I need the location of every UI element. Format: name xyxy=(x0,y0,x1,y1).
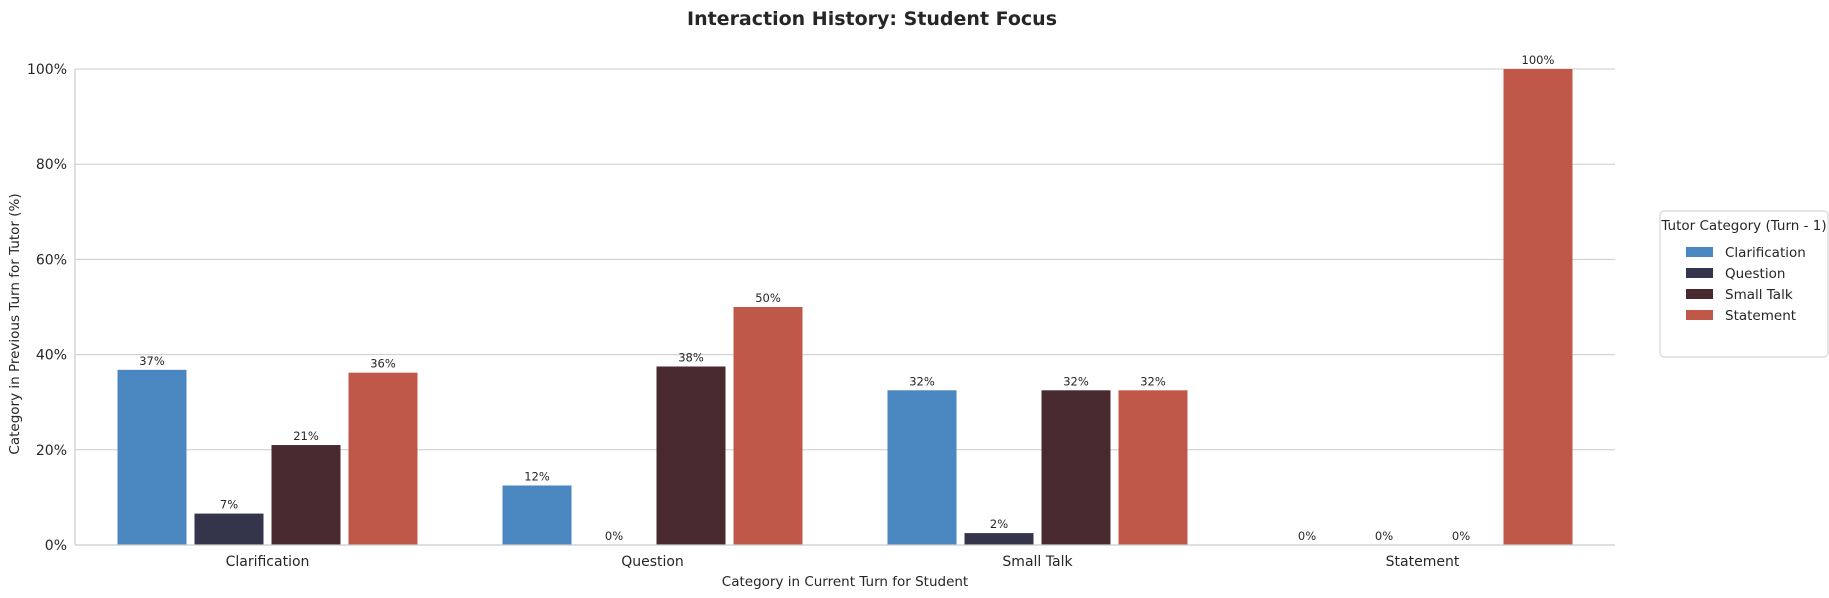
data-label: 38% xyxy=(678,351,704,365)
data-label: 32% xyxy=(1063,374,1089,388)
data-label: 0% xyxy=(1452,529,1470,543)
bar-clarification-small-talk xyxy=(271,445,341,545)
x-tick-label: Small Talk xyxy=(1002,554,1073,570)
y-axis-label: Category in Previous Turn for Tutor (%) xyxy=(7,193,23,454)
x-axis-ticks: Clarification Question Small Talk Statement xyxy=(226,554,1460,570)
data-label: 0% xyxy=(1375,529,1393,543)
data-label: 100% xyxy=(1522,53,1555,67)
data-label: 32% xyxy=(1140,374,1166,388)
bar-question-small-talk xyxy=(656,366,726,545)
x-tick-label: Question xyxy=(621,554,684,570)
data-labels: 37% 7% 21% 36% 12% 0% 38% 50% 32% 2% 32% 32% 0% 0% 0% 1… xyxy=(139,53,1554,543)
axes-spines xyxy=(74,69,1615,546)
legend-label-question: Question xyxy=(1725,266,1785,282)
bar-statement-statement xyxy=(1503,69,1573,545)
bar-clarification-statement xyxy=(348,372,418,545)
data-label: 0% xyxy=(1298,529,1316,543)
bars xyxy=(117,69,1573,545)
x-axis-label: Category in Current Turn for Student xyxy=(722,574,968,590)
x-tick-label: Statement xyxy=(1386,554,1460,570)
legend-label-statement: Statement xyxy=(1725,308,1796,324)
y-tick-label: 0% xyxy=(45,538,67,554)
legend-swatch-question xyxy=(1686,268,1713,278)
bar-clarification-clarification xyxy=(117,369,187,545)
legend-entries: Clarification Question Small Talk Statement xyxy=(1686,245,1806,324)
y-tick-label: 80% xyxy=(36,157,67,173)
legend-swatch-clarification xyxy=(1686,247,1713,257)
data-label: 36% xyxy=(370,357,396,371)
y-tick-label: 100% xyxy=(27,62,67,78)
y-tick-label: 40% xyxy=(36,348,67,364)
x-tick-label: Clarification xyxy=(226,554,310,570)
legend-label-clarification: Clarification xyxy=(1725,245,1806,261)
bar-question-statement xyxy=(733,307,803,545)
data-label: 50% xyxy=(755,291,781,305)
y-tick-label: 20% xyxy=(36,443,67,459)
chart-title: Interaction History: Student Focus xyxy=(687,8,1057,30)
data-label: 0% xyxy=(605,529,623,543)
y-axis-ticks: 0% 20% 40% 60% 80% 100% xyxy=(27,62,67,554)
bar-small-talk-small-talk xyxy=(1041,390,1111,545)
data-label: 37% xyxy=(139,354,165,368)
legend: Tutor Category (Turn - 1) Clarification Q… xyxy=(1659,210,1829,358)
y-tick-label: 60% xyxy=(36,252,67,268)
data-label: 2% xyxy=(990,517,1008,531)
data-label: 7% xyxy=(220,498,238,512)
bar-question-clarification xyxy=(502,485,572,545)
grid-lines xyxy=(75,68,1615,451)
bar-small-talk-question xyxy=(964,533,1034,545)
legend-title: Tutor Category (Turn - 1) xyxy=(1660,218,1826,234)
bar-clarification-question xyxy=(194,513,264,545)
data-label: 21% xyxy=(293,429,319,443)
legend-swatch-small-talk xyxy=(1686,289,1713,299)
data-label: 32% xyxy=(909,374,935,388)
bar-small-talk-statement xyxy=(1118,390,1188,545)
legend-label-small-talk: Small Talk xyxy=(1725,287,1793,303)
bar-small-talk-clarification xyxy=(887,390,957,545)
legend-swatch-statement xyxy=(1686,310,1713,320)
data-label: 12% xyxy=(524,470,550,484)
